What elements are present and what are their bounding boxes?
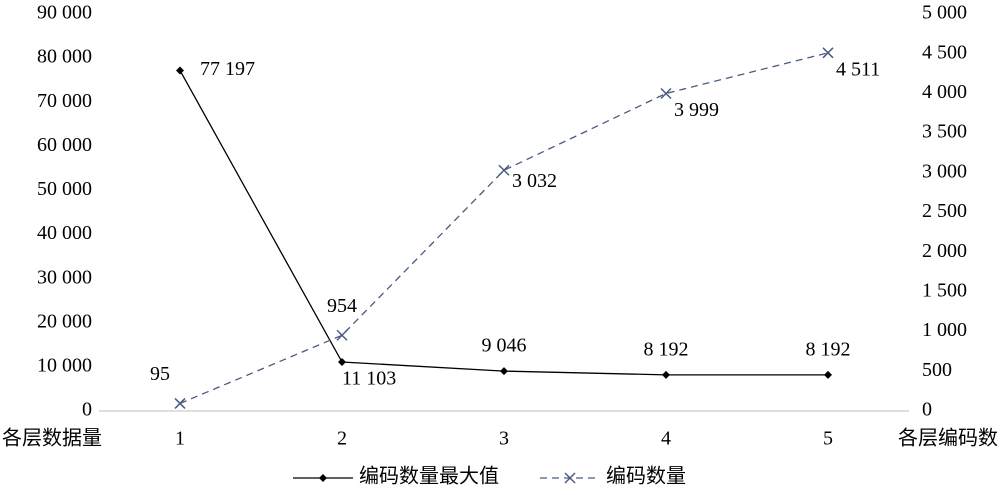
data-label: 3 032 xyxy=(512,170,557,192)
data-point xyxy=(660,87,672,100)
data-label: 77 197 xyxy=(200,58,255,80)
data-point xyxy=(500,367,508,376)
y2-tick-label: 5 000 xyxy=(922,2,967,24)
data-point xyxy=(338,358,346,367)
y-tick-label: 10 000 xyxy=(37,354,92,376)
x-tick-label: 5 xyxy=(823,428,833,450)
y2-tick-label: 4 500 xyxy=(922,41,967,63)
x-tick-label: 3 xyxy=(499,428,509,450)
data-point xyxy=(176,66,184,75)
y-tick-label: 70 000 xyxy=(37,90,92,112)
data-label: 95 xyxy=(150,363,170,385)
data-point xyxy=(336,329,348,341)
y-tick-label: 90 000 xyxy=(37,2,92,24)
data-label: 9 046 xyxy=(482,335,527,357)
data-label: 11 103 xyxy=(342,368,396,390)
y-axis-title: 各层数据量 xyxy=(2,427,102,450)
data-point xyxy=(662,370,670,379)
data-label: 8 192 xyxy=(806,338,851,360)
data-label: 8 192 xyxy=(644,338,689,360)
data-label: 4 511 xyxy=(836,58,880,80)
y2-tick-label: 4 000 xyxy=(922,81,967,103)
y-tick-label: 30 000 xyxy=(37,266,92,288)
y2-tick-label: 1 500 xyxy=(922,279,967,301)
legend-label: 编码数量 xyxy=(606,465,686,488)
y2-tick-label: 2 000 xyxy=(922,240,967,262)
data-label: 3 999 xyxy=(674,99,719,121)
y-tick-label: 80 000 xyxy=(37,46,92,68)
data-point xyxy=(824,370,832,379)
data-point xyxy=(174,397,186,409)
x-tick-label: 1 xyxy=(175,428,185,450)
series-line xyxy=(179,52,829,405)
y-tick-label: 50 000 xyxy=(37,178,92,200)
x-tick-label: 4 xyxy=(661,428,671,450)
x-tick-label: 2 xyxy=(337,428,347,450)
y-tick-label: 0 xyxy=(82,399,92,421)
data-point xyxy=(498,164,510,176)
data-point xyxy=(822,47,834,59)
y2-tick-label: 3 500 xyxy=(922,121,967,143)
y2-tick-label: 0 xyxy=(922,399,932,421)
y2-tick-label: 500 xyxy=(922,359,952,381)
series-line xyxy=(179,70,828,376)
y-tick-label: 20 000 xyxy=(37,310,92,332)
y2-axis-title: 各层编码数 xyxy=(898,427,998,450)
y2-tick-label: 3 000 xyxy=(922,160,967,182)
legend-marker xyxy=(319,474,327,482)
y2-tick-label: 2 500 xyxy=(922,200,967,222)
legend-label: 编码数量最大值 xyxy=(359,465,499,488)
data-label: 954 xyxy=(327,295,357,317)
y-tick-label: 40 000 xyxy=(37,222,92,244)
y2-tick-label: 1 000 xyxy=(922,319,967,341)
y-tick-label: 60 000 xyxy=(37,134,92,156)
legend-marker xyxy=(564,472,576,484)
